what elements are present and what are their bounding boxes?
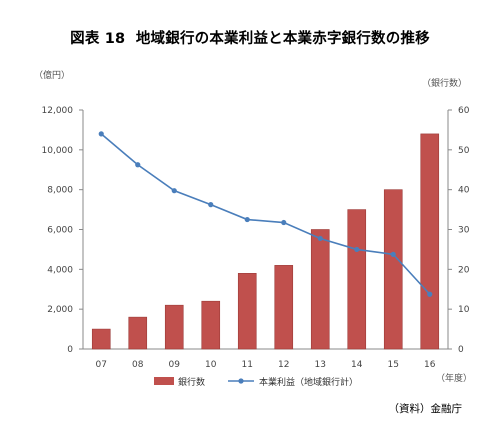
x-tick-label: 08 [132,360,144,370]
line-point [281,219,287,226]
left-tick-label: 6,000 [47,226,73,236]
bar [420,133,440,350]
right-tick-label: 0 [458,345,464,355]
line-path [100,133,431,295]
right-tick-label: 30 [458,226,470,236]
x-tick-label: 11 [242,360,253,370]
left-axis-ticks: 0 2,000 4,000 6,000 8,000 10,000 12,000 [42,106,83,355]
bar [164,304,184,350]
bar [128,316,148,350]
line-series [98,131,433,297]
x-axis-ticks: 07 08 09 10 11 12 13 14 15 16 [96,360,436,370]
right-axis-unit: （銀行数） [422,77,467,89]
source-note: （資料）金融庁 [388,403,463,415]
right-tick-label: 20 [458,265,470,275]
left-tick-label: 8,000 [47,186,73,196]
line-point [317,235,323,242]
legend-line-marker [238,378,244,384]
line-point [208,202,214,208]
x-tick-label: 07 [96,360,107,370]
line-point [390,251,396,257]
right-tick-label: 60 [458,106,470,116]
x-axis-unit: （年度） [436,372,472,384]
left-tick-label: 2,000 [47,305,73,315]
legend: 銀行数 本業利益（地域銀行計） [154,376,358,388]
legend-bar-swatch [154,377,174,385]
x-tick-label: 10 [205,360,217,370]
bar [347,209,367,350]
right-axis-ticks: 0 10 20 30 40 50 60 [448,106,470,355]
left-tick-label: 0 [67,345,73,355]
right-tick-label: 10 [458,305,470,315]
left-tick-label: 12,000 [42,106,74,116]
line-point [244,216,250,223]
figure-number: 図表 18 [70,31,126,47]
bar [310,229,330,350]
figure-title-text: 地域銀行の本業利益と本業赤字銀行数の推移 [135,31,430,47]
x-tick-label: 12 [278,360,289,370]
x-tick-label: 15 [388,360,399,370]
left-tick-label: 4,000 [47,265,73,275]
bar [274,265,294,350]
left-tick-label: 10,000 [42,146,74,156]
x-tick-label: 16 [424,360,436,370]
bar [91,328,111,350]
bar-series [91,133,440,350]
right-tick-label: 40 [458,186,470,196]
left-axis-unit: （億円） [34,69,70,81]
line-point [98,131,104,137]
line-point [427,291,433,297]
bar [201,300,221,350]
line-point [171,188,177,194]
x-tick-label: 13 [315,360,326,370]
line-point [354,246,360,253]
x-tick-label: 09 [169,360,181,370]
legend-bar-label: 銀行数 [178,376,205,388]
legend-line-label: 本業利益（地域銀行計） [259,376,358,388]
x-tick-label: 14 [351,360,363,370]
bar [237,273,257,350]
figure-title: 図表 18 地域銀行の本業利益と本業赤字銀行数の推移 [0,27,500,48]
right-tick-label: 50 [458,146,470,156]
bar [383,189,403,350]
line-point [135,162,141,168]
